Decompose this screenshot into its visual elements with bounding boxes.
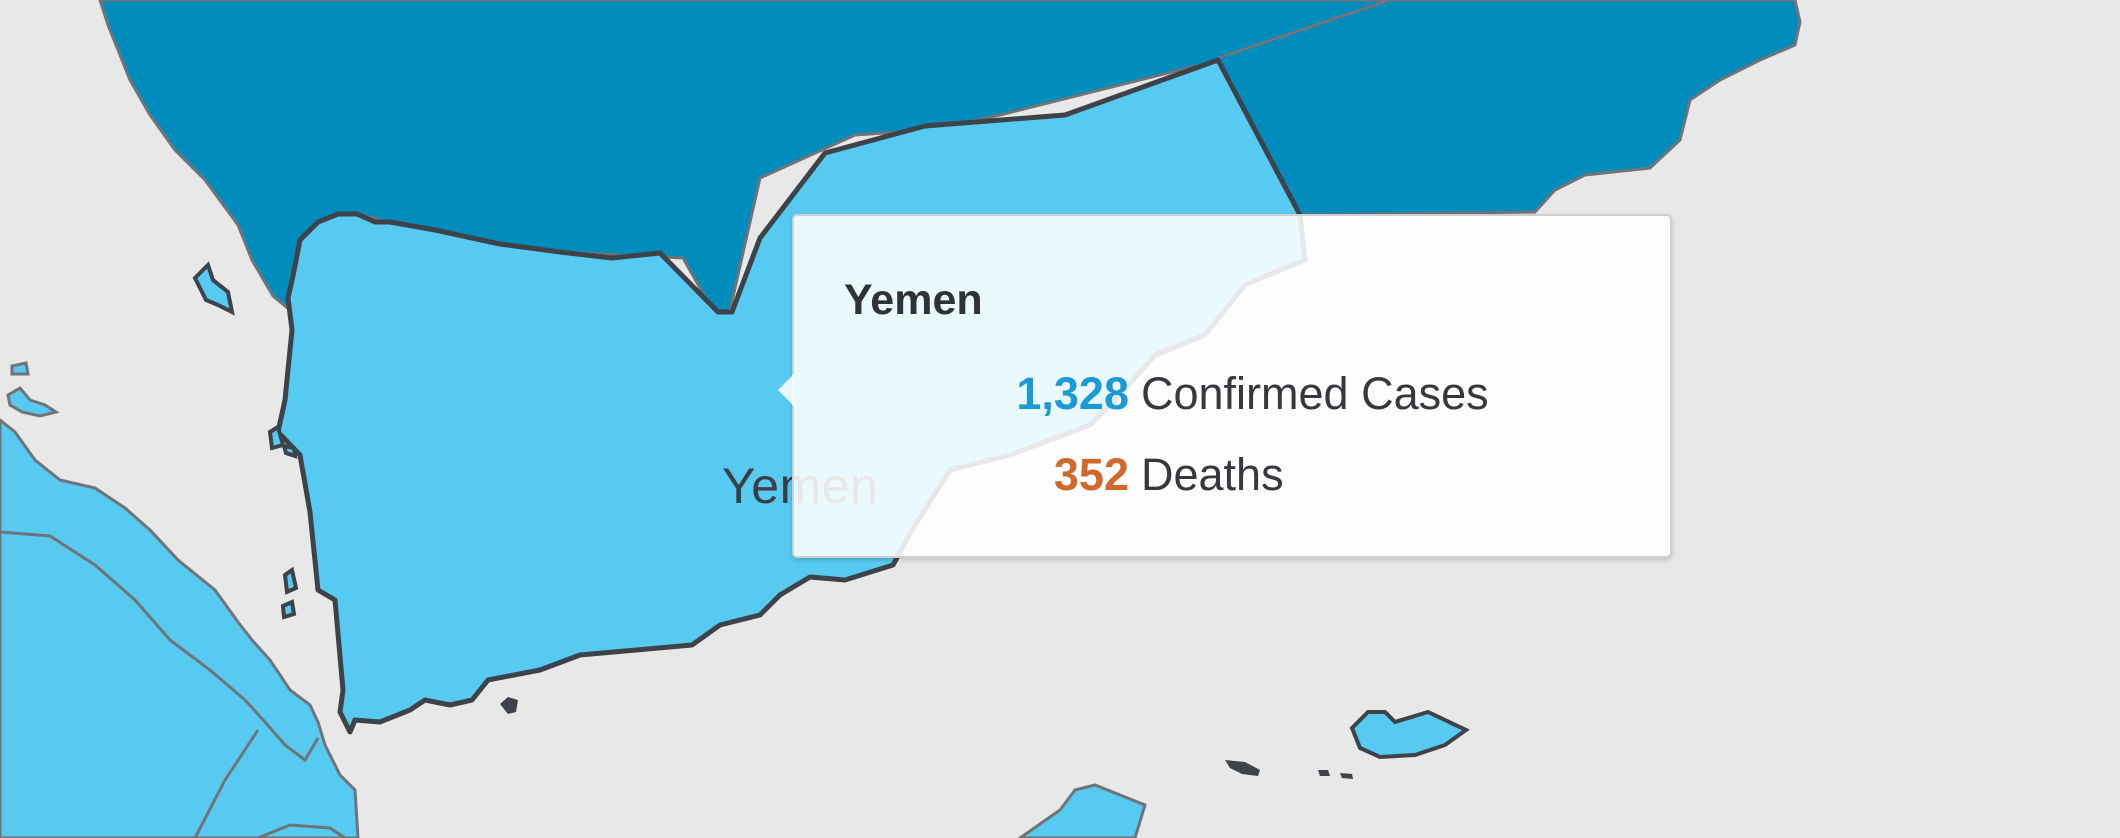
island-socotra[interactable] [1349,709,1470,760]
tooltip-pointer [778,374,794,406]
border-saudi-oman [1217,0,1391,60]
island-kamaran [500,697,518,714]
border-ethiopia [0,530,320,838]
island-hanish-2 [281,443,298,459]
confirmed-cases-value: 1,328 [1016,368,1129,419]
island-samhah [1318,770,1353,779]
island-small-1 [10,361,30,376]
island-dahlak [192,261,235,316]
confirmed-cases-row: 1,328 Confirmed Cases [844,368,1489,428]
confirmed-cases-label: Confirmed Cases [1141,368,1489,419]
tooltip-title: Yemen [844,276,983,324]
island-zubair-2 [280,599,297,620]
country-eritrea[interactable] [0,418,360,838]
country-tooltip: Yemen 1,328 Confirmed Cases 352 Deaths [778,214,1672,558]
island-small-2 [6,386,60,418]
island-abd-al-kuri [1225,760,1260,776]
deaths-label: Deaths [1141,449,1284,500]
country-djibouti[interactable] [257,823,348,838]
island-zubair-1 [282,566,299,595]
country-somalia[interactable] [1017,783,1147,838]
deaths-value: 352 [1053,449,1129,500]
deaths-row: 352 Deaths [844,449,1284,509]
